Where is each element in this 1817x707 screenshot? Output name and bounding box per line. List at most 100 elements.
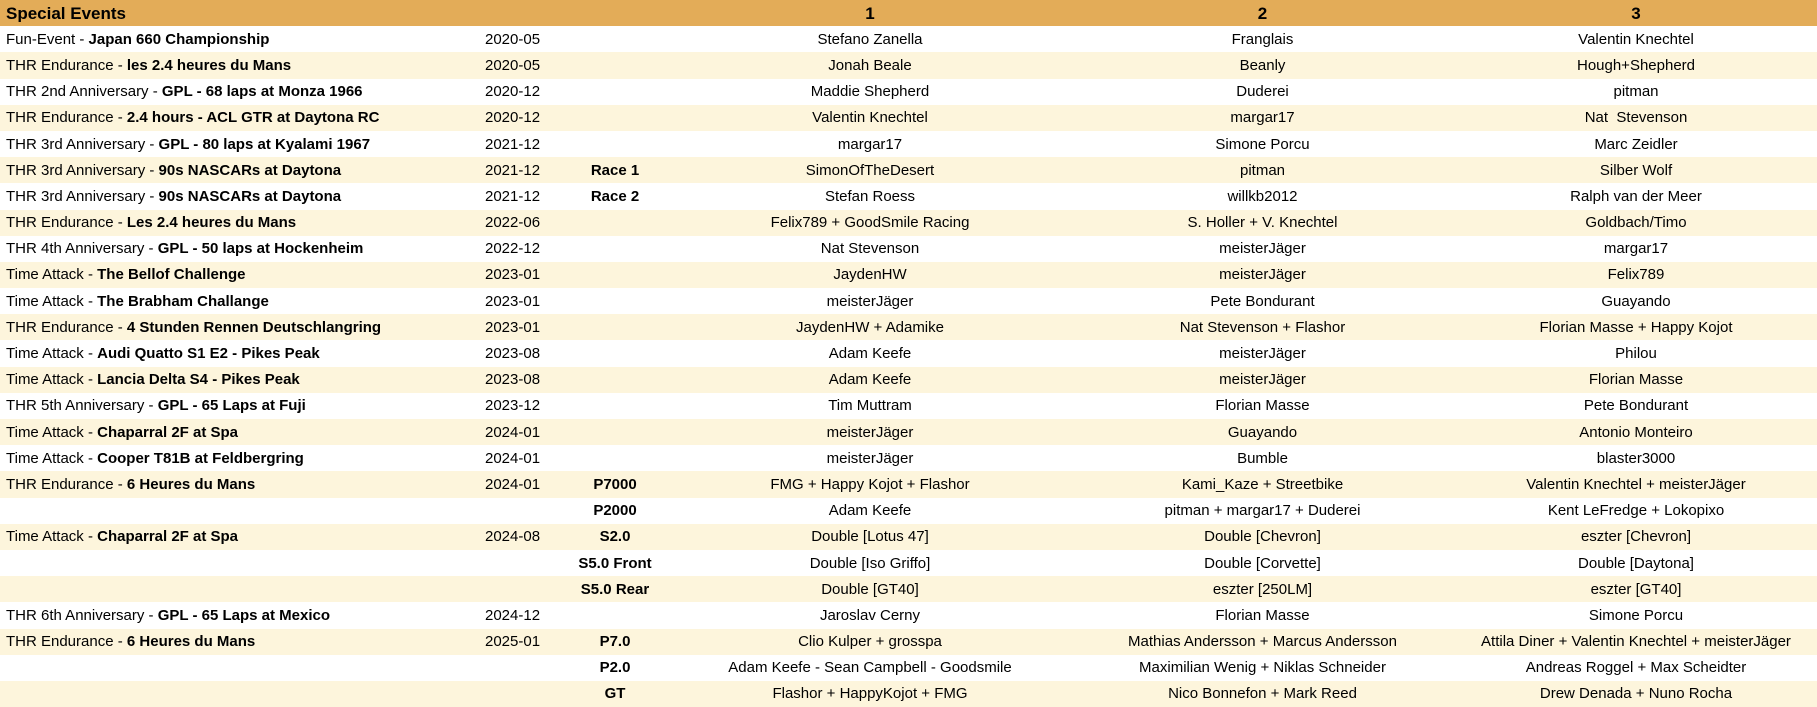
race-class-cell: S5.0 Front (578, 555, 652, 571)
event-row: THR 2nd Anniversary - GPL - 68 laps at M… (0, 78, 1817, 105)
event-title-label: Audi Quatto S1 E2 - Pikes Peak (97, 346, 320, 362)
first-place-cell: JaydenHW + Adamike (796, 319, 944, 335)
event-row: Time Attack - The Bellof Challenge 2023-0… (0, 261, 1817, 289)
event-series-label: Time Attack - (6, 529, 98, 545)
event-date-cell: 2020-05 (485, 31, 541, 47)
event-title-label: The Bellof Challenge (97, 267, 246, 283)
third-place-cell: Florian Masse + Happy Kojot (1539, 319, 1733, 335)
event-date-cell: 2023-01 (485, 293, 541, 309)
event-name-cell: Time Attack - Chaparral 2F at Spa (0, 529, 470, 544)
event-row: S5.0 Rear Double [GT40] eszter [250LM] eszt… (0, 576, 1817, 603)
first-place-cell: Double [GT40] (821, 581, 919, 597)
first-place-cell: Tim Muttram (828, 398, 912, 414)
second-place-cell: Guayando (1227, 424, 1298, 440)
event-name-cell: Time Attack - Cooper T81B at Feldbergrin… (0, 451, 470, 466)
event-date-cell: 2023-08 (485, 372, 541, 388)
event-title-label: GPL - 65 Laps at Mexico (157, 607, 330, 623)
first-place-cell: Jonah Beale (828, 57, 912, 73)
second-place-cell: Bumble (1237, 450, 1288, 466)
event-name-cell: THR 3rd Anniversary - GPL - 80 laps at K… (0, 137, 470, 152)
event-series-label: THR 5th Anniversary - (6, 398, 158, 414)
event-date-cell: 2023-08 (485, 346, 541, 362)
third-place-cell: Guayando (1601, 293, 1671, 309)
first-place-cell: Maddie Shepherd (810, 84, 930, 100)
event-row: Time Attack - Lancia Delta S4 - Pikes Pe… (0, 366, 1817, 393)
event-series-label: THR 6th Anniversary - (6, 607, 158, 623)
race-class-cell: S2.0 (599, 529, 631, 545)
second-place-cell: Kami_Kaze + Streetbike (1181, 476, 1344, 492)
first-place-cell: meisterJäger (826, 450, 914, 466)
event-series-label: THR Endurance - (6, 319, 127, 335)
event-title-label: 2.4 hours - ACL GTR at Daytona RC (126, 110, 380, 126)
event-title-label: GPL - 65 Laps at Fuji (157, 398, 306, 414)
event-name-cell: Time Attack - Audi Quatto S1 E2 - Pikes … (0, 346, 470, 361)
event-row: THR 5th Anniversary - GPL - 65 Laps at F… (0, 392, 1817, 419)
race-class-cell: P2.0 (599, 660, 631, 676)
second-place-cell: Double [Chevron] (1204, 529, 1321, 545)
event-series-label: Time Attack - (6, 293, 98, 309)
first-place-cell: Adam Keefe (828, 346, 912, 362)
event-row: THR 6th Anniversary - GPL - 65 Laps at M… (0, 602, 1817, 629)
event-date-cell: 2023-01 (485, 319, 541, 335)
event-name-cell: THR Endurance - 6 Heures du Mans (0, 477, 470, 492)
third-place-cell: Antonio Monteiro (1579, 424, 1693, 440)
second-place-cell: meisterJäger (1219, 267, 1306, 283)
first-place-cell: Felix789 + GoodSmile Racing (770, 215, 970, 231)
third-place-cell: pitman (1613, 84, 1659, 100)
event-date-cell: 2021-12 (485, 188, 541, 204)
event-row: Time Attack - Chaparral 2F at Spa 2024-01… (0, 419, 1817, 446)
first-place-cell: Double [Lotus 47] (811, 529, 929, 545)
event-series-label: THR Endurance - (6, 110, 127, 126)
second-place-cell: meisterJäger (1219, 346, 1306, 362)
second-place-cell: pitman + margar17 + Duderei (1164, 503, 1361, 519)
first-place-cell: FMG + Happy Kojot + Flashor (770, 476, 970, 492)
event-name-cell: THR Endurance - 2.4 hours - ACL GTR at D… (0, 110, 470, 125)
event-date-cell: 2025-01 (485, 634, 541, 650)
second-place-cell: Florian Masse (1215, 398, 1310, 414)
event-row: Time Attack - Cooper T81B at Feldbergrin… (0, 445, 1817, 472)
second-place-cell: margar17 (1230, 110, 1295, 126)
event-row: Time Attack - The Brabham Challange 2023-… (0, 288, 1817, 315)
event-series-label: Time Attack - (6, 372, 98, 388)
first-place-cell: Adam Keefe (828, 503, 912, 519)
event-title-label: Lancia Delta S4 - Pikes Peak (97, 372, 300, 388)
third-place-cell: Felix789 (1607, 267, 1665, 283)
event-title-label: Chaparral 2F at Spa (97, 529, 239, 545)
event-row: P2.0 Adam Keefe - Sean Campbell - Goodsmi… (0, 654, 1817, 681)
event-row: THR Endurance - Les 2.4 heures du Mans 20… (0, 209, 1817, 236)
event-title-label: 90s NASCARs at Daytona (158, 162, 342, 178)
event-series-label: THR 2nd Anniversary - (6, 84, 162, 100)
third-place-cell: margar17 (1603, 241, 1669, 257)
first-place-cell: Double [Iso Griffo] (809, 555, 931, 571)
event-name-cell: THR 3rd Anniversary - 90s NASCARs at Day… (0, 163, 470, 178)
first-place-cell: Nat Stevenson (820, 241, 920, 257)
event-title-label: GPL - 68 laps at Monza 1966 (161, 84, 363, 100)
event-series-label: Time Attack - (6, 267, 98, 283)
first-place-cell: meisterJäger (826, 424, 914, 440)
third-place-cell: eszter [Chevron] (1580, 529, 1692, 545)
event-title-label: Japan 660 Championship (88, 31, 270, 47)
event-date-cell: 2021-12 (485, 162, 541, 178)
event-row: Time Attack - Chaparral 2F at Spa 2024-08… (0, 523, 1817, 550)
first-place-cell: meisterJäger (826, 293, 914, 309)
first-place-cell: Adam Keefe - Sean Campbell - Goodsmile (728, 660, 1012, 676)
event-series-label: THR Endurance - (6, 476, 127, 492)
first-place-cell: Stefan Roess (824, 188, 916, 204)
event-date-cell: 2021-12 (485, 136, 541, 152)
event-name-cell: THR 6th Anniversary - GPL - 65 Laps at M… (0, 608, 470, 623)
event-row: Fun-Event - Japan 660 Championship 2020-0… (0, 26, 1817, 53)
event-row: THR Endurance - 6 Heures du Mans 2024-01 P… (0, 471, 1817, 498)
first-place-cell: JaydenHW (833, 267, 907, 283)
third-place-cell: eszter [GT40] (1590, 581, 1682, 597)
event-date-cell: 2024-01 (485, 476, 541, 492)
event-series-label: Time Attack - (6, 424, 98, 440)
event-row: THR 3rd Anniversary - GPL - 80 laps at K… (0, 130, 1817, 158)
third-place-cell: Goldbach/Timo (1585, 215, 1687, 231)
second-place-cell: S. Holler + V. Knechtel (1187, 215, 1338, 231)
event-name-cell: THR 5th Anniversary - GPL - 65 Laps at F… (0, 398, 470, 413)
event-name-cell: THR 3rd Anniversary - 90s NASCARs at Day… (0, 189, 470, 204)
event-row: GT Flashor + HappyKojot + FMG Nico Bonnefo… (0, 680, 1817, 707)
first-place-cell: Valentin Knechtel (812, 110, 928, 126)
event-title-label: Cooper T81B at Feldbergring (97, 450, 304, 466)
